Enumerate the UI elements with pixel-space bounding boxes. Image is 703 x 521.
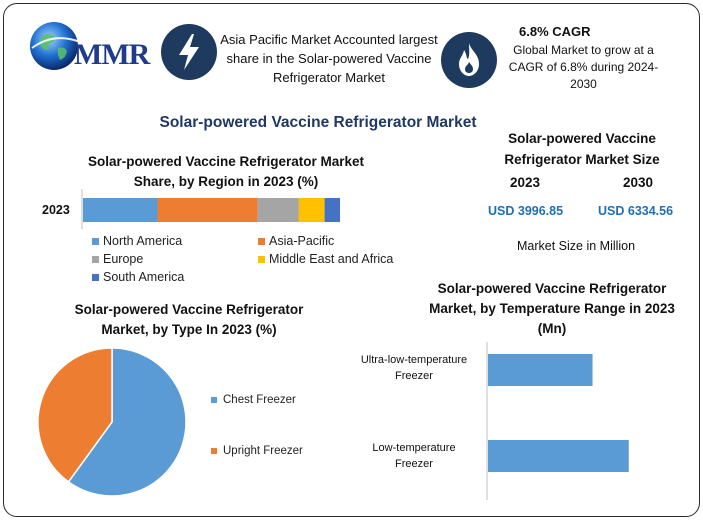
logo-text: MMR — [74, 38, 150, 71]
pie-slice-chest-freezer — [67, 347, 187, 497]
temperature-category-label-low-temperature-freezer: Low-temperature Freezer — [339, 440, 489, 472]
legend-swatch — [92, 238, 99, 246]
type-pie-chart — [37, 347, 187, 497]
temperature-category-label-line: Ultra-low-temperature — [360, 354, 468, 366]
cagr-text: Global Market to grow at a CAGR of 6.8% … — [508, 43, 659, 91]
legend-item-upright-freezer: Upright Freezer — [211, 445, 303, 457]
legend-label: Upright Freezer — [223, 445, 303, 457]
temperature-bar-low-temperature-freezer — [488, 440, 629, 472]
legend-item-north-america: North America — [92, 234, 182, 248]
region-bar-south-america — [324, 198, 340, 222]
legend-label: Chest Freezer — [223, 394, 296, 406]
infographic-frame: MMR Asia Pacific Market Accounted larges… — [3, 3, 700, 517]
year-2030-label: 2030 — [623, 175, 654, 190]
region-bar-asia-pacific — [157, 198, 258, 222]
type-chart-title: Solar-powered Vaccine Refrigerator Marke… — [74, 302, 304, 337]
globe-icon — [30, 22, 81, 70]
legend-label: North America — [103, 234, 183, 248]
temperature-bar-ultra-low-temperature-freezer — [488, 354, 593, 386]
region-bar-europe — [257, 198, 299, 222]
market-size-2023-value: USD 3996.85 — [488, 204, 564, 218]
market-size-2030-value: USD 6334.56 — [598, 204, 674, 218]
pie-slice-upright-freezer — [37, 347, 113, 483]
legend-item-chest-freezer: Chest Freezer — [211, 394, 296, 406]
cagr-title: 6.8% CAGR — [519, 24, 591, 39]
temperature-bar-chart — [486, 342, 629, 500]
market-size-title: Solar-powered Vaccine Refrigerator Marke… — [504, 131, 660, 167]
main-title: Solar-powered Vaccine Refrigerator Marke… — [159, 114, 477, 131]
region-category-label: 2023 — [42, 203, 70, 217]
flame-icon — [441, 32, 497, 88]
legend-item-middle-east-and-africa: Middle East and Africa — [258, 252, 393, 266]
region-highlight-text: Asia Pacific Market Accounted largest sh… — [220, 32, 438, 85]
region-bar-north-america — [83, 198, 158, 222]
temperature-category-label-ultra-low-temperature-freezer: Ultra-low-temperature Freezer — [339, 352, 489, 384]
temperature-category-label-line: Freezer — [395, 458, 433, 470]
legend-label: Asia-Pacific — [269, 234, 335, 248]
legend-swatch — [92, 274, 99, 282]
temperature-chart-title: Solar-powered Vaccine Refrigerator Marke… — [429, 281, 675, 336]
legend-swatch — [211, 447, 217, 454]
region-stacked-bar-chart: 2023 — [42, 189, 340, 229]
legend-swatch — [258, 238, 265, 246]
legend-label: South America — [103, 270, 185, 284]
legend-swatch — [258, 256, 265, 264]
legend-swatch — [92, 256, 99, 264]
market-size-unit: Market Size in Million — [517, 239, 636, 253]
legend-item-south-america: South America — [92, 270, 184, 284]
region-bar-middle-east-and-africa — [298, 198, 325, 222]
temperature-category-label-line: Low-temperature — [372, 442, 456, 454]
legend-swatch — [211, 396, 217, 403]
lightning-icon — [161, 24, 217, 80]
legend-item-europe: Europe — [92, 252, 143, 266]
legend-label: Europe — [103, 252, 144, 266]
legend-label: Middle East and Africa — [269, 252, 394, 266]
region-chart-title: Solar-powered Vaccine Refrigerator Marke… — [87, 154, 365, 189]
year-2023-label: 2023 — [510, 175, 541, 190]
temperature-category-label-line: Freezer — [395, 370, 433, 382]
logo: MMR — [12, 8, 152, 76]
legend-item-asia-pacific: Asia-Pacific — [258, 234, 334, 248]
